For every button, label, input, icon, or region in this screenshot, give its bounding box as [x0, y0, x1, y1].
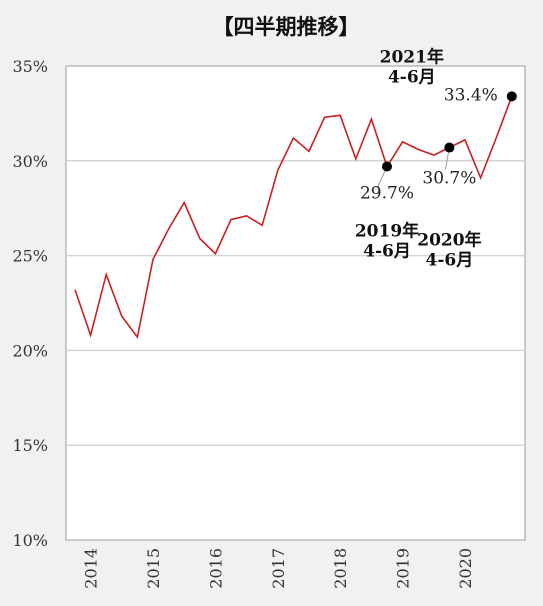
y-tick-label: 35% — [12, 57, 48, 76]
y-tick-label: 10% — [12, 531, 48, 550]
date-label: 2021年 — [380, 46, 444, 67]
gridlines — [66, 160, 525, 446]
data-point — [433, 154, 435, 156]
data-point — [417, 149, 419, 151]
data-point — [152, 259, 154, 261]
data-point — [230, 219, 232, 221]
highlight-marker — [382, 161, 392, 172]
data-point — [371, 118, 373, 120]
data-point — [402, 141, 404, 143]
x-tick-label: 2016 — [206, 548, 225, 589]
data-point — [324, 116, 326, 118]
x-tick-label: 2018 — [331, 548, 350, 589]
x-tick-group: 2015 — [144, 548, 163, 589]
date-label: 2019年 — [355, 220, 419, 241]
series-layer — [74, 96, 513, 340]
x-tick-label: 2015 — [144, 548, 163, 589]
data-point — [246, 215, 248, 217]
data-point — [293, 137, 295, 139]
y-tick-label: 30% — [12, 152, 48, 171]
x-tick-label: 2019 — [394, 548, 413, 589]
value-label: 33.4% — [444, 85, 498, 105]
data-point — [137, 336, 139, 338]
data-point — [168, 228, 170, 230]
x-tick-group: 2016 — [206, 548, 225, 589]
data-point — [495, 137, 497, 139]
x-tick-group: 2018 — [331, 548, 350, 589]
data-point — [183, 202, 185, 204]
highlight-marker — [506, 91, 517, 102]
data-point — [339, 114, 341, 116]
x-axis: 2014 2015 2016 2017 2018 2019 2020 — [82, 548, 475, 589]
y-tick-label: 20% — [12, 341, 48, 360]
data-point — [74, 289, 76, 291]
x-tick-group: 2017 — [269, 548, 288, 589]
annotation-layer: 29.7%2019年4-6月30.7%2020年4-6月33.4%2021年4-… — [355, 46, 517, 271]
chart-title: 【四半期推移】 — [213, 15, 360, 39]
y-tick-label: 15% — [12, 436, 48, 455]
value-label: 30.7% — [422, 169, 476, 189]
data-point — [464, 139, 466, 141]
date-label: 4-6月 — [426, 251, 474, 271]
date-label: 4-6月 — [363, 241, 411, 261]
date-label: 4-6月 — [388, 67, 436, 87]
x-tick-label: 2020 — [456, 548, 475, 589]
y-axis: 10% 15% 20% 25% 30% 35% — [12, 57, 48, 550]
date-label: 2020年 — [417, 230, 481, 251]
x-tick-group: 2019 — [394, 548, 413, 589]
series-line — [74, 96, 513, 340]
data-point — [308, 151, 310, 153]
plot-area — [65, 65, 526, 541]
data-point — [199, 238, 201, 240]
data-point — [215, 253, 217, 255]
data-point — [480, 177, 482, 179]
value-label: 29.7% — [360, 183, 414, 203]
data-point — [277, 169, 279, 171]
x-tick-group: 2020 — [456, 548, 475, 589]
x-tick-label: 2017 — [269, 548, 288, 589]
data-point — [90, 334, 92, 336]
data-point — [261, 224, 263, 226]
x-tick-group: 2014 — [82, 548, 101, 589]
data-point — [105, 274, 107, 276]
x-tick-label: 2014 — [82, 548, 101, 589]
highlight-marker — [444, 142, 455, 153]
data-point — [355, 158, 357, 160]
data-point — [121, 315, 123, 317]
y-tick-label: 25% — [12, 247, 48, 266]
